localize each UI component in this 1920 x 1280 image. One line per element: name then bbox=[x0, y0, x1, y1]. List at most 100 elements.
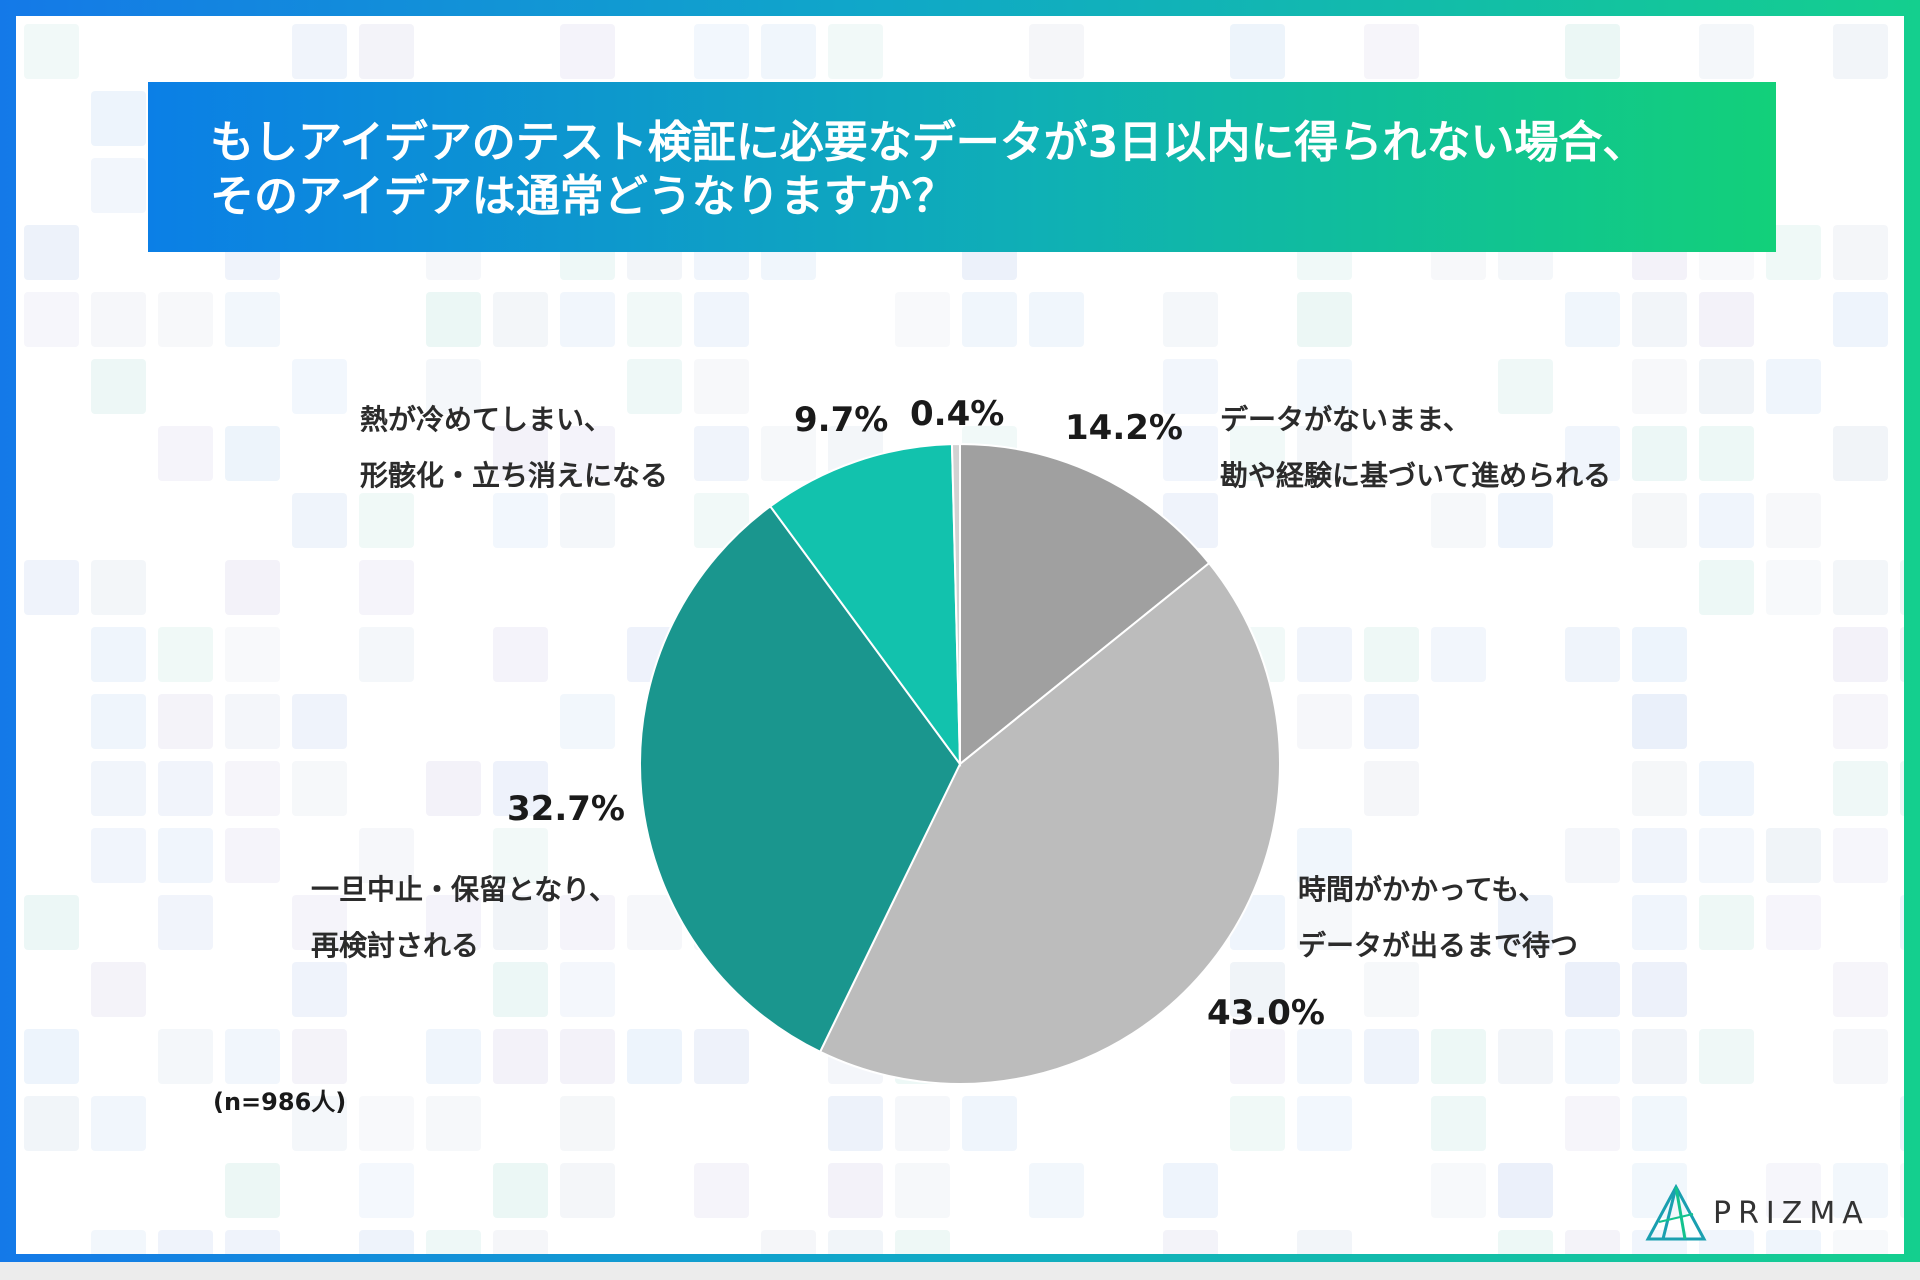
background-tile bbox=[1565, 828, 1620, 883]
background-tile bbox=[91, 359, 146, 414]
background-tile bbox=[1699, 24, 1754, 79]
background-tile bbox=[1297, 1029, 1352, 1084]
background-tile bbox=[426, 1230, 481, 1254]
background-tile bbox=[1833, 24, 1888, 79]
background-tile bbox=[1766, 1163, 1821, 1218]
background-tile bbox=[158, 895, 213, 950]
background-tile bbox=[1766, 225, 1821, 280]
background-tile bbox=[1230, 24, 1285, 79]
background-tile bbox=[1632, 962, 1687, 1017]
background-tile bbox=[493, 895, 548, 950]
background-tile bbox=[895, 292, 950, 347]
value-label-fizzle-out: 9.7% bbox=[794, 400, 889, 440]
background-tile bbox=[828, 1163, 883, 1218]
background-tile bbox=[1699, 426, 1754, 481]
background-tile bbox=[292, 1096, 347, 1151]
background-tile bbox=[1297, 895, 1352, 950]
background-tile bbox=[158, 426, 213, 481]
background-tile bbox=[1498, 359, 1553, 414]
background-tile bbox=[560, 24, 615, 79]
title-line-1: もしアイデアのテスト検証に必要なデータが3日以内に得られない場合、 bbox=[210, 117, 1647, 168]
background-tile bbox=[158, 828, 213, 883]
background-tile bbox=[1364, 694, 1419, 749]
background-tile bbox=[1766, 493, 1821, 548]
background-tile bbox=[895, 1163, 950, 1218]
background-tile bbox=[1833, 694, 1888, 749]
category-label-line: 一旦中止・保留となり、 bbox=[311, 873, 618, 906]
background-tile bbox=[225, 694, 280, 749]
category-label-line: 形骸化・立ち消えになる bbox=[360, 459, 669, 492]
background-tile bbox=[158, 761, 213, 816]
background-tile bbox=[158, 694, 213, 749]
background-tile bbox=[1900, 895, 1904, 950]
background-tile bbox=[225, 1029, 280, 1084]
background-tile bbox=[1699, 292, 1754, 347]
background-tile bbox=[1766, 828, 1821, 883]
background-tile bbox=[1297, 359, 1352, 414]
background-tile bbox=[1699, 493, 1754, 548]
background-tile bbox=[1364, 1029, 1419, 1084]
value-label-wait-for-data: 43.0% bbox=[1207, 993, 1325, 1033]
background-tile bbox=[1431, 1163, 1486, 1218]
background-tile bbox=[1699, 1029, 1754, 1084]
background-tile bbox=[24, 560, 79, 615]
background-tile bbox=[1833, 1163, 1888, 1218]
title-line-2: そのアイデアは通常どうなりますか？ bbox=[210, 171, 956, 222]
background-tile bbox=[1699, 560, 1754, 615]
background-tile bbox=[1364, 962, 1419, 1017]
background-tile bbox=[24, 1029, 79, 1084]
background-tile bbox=[91, 560, 146, 615]
background-tile bbox=[560, 694, 615, 749]
category-label-pause-review: 一旦中止・保留となり、 再検討される bbox=[311, 862, 617, 974]
background-tile bbox=[1766, 895, 1821, 950]
background-tile bbox=[158, 292, 213, 347]
background-tile bbox=[627, 1029, 682, 1084]
background-tile bbox=[426, 761, 481, 816]
background-tile bbox=[91, 828, 146, 883]
background-tile bbox=[1230, 1096, 1285, 1151]
background-tile bbox=[1632, 1096, 1687, 1151]
background-tile bbox=[560, 1163, 615, 1218]
background-tile bbox=[694, 1163, 749, 1218]
background-tile bbox=[359, 828, 414, 883]
background-tile bbox=[694, 426, 749, 481]
background-tile bbox=[560, 426, 615, 481]
background-tile bbox=[1833, 426, 1888, 481]
background-tile bbox=[1297, 694, 1352, 749]
background-tile bbox=[359, 493, 414, 548]
background-tile bbox=[493, 962, 548, 1017]
background-tile bbox=[1632, 359, 1687, 414]
background-tile bbox=[91, 962, 146, 1017]
background-tile bbox=[292, 962, 347, 1017]
background-tile bbox=[1565, 962, 1620, 1017]
background-tile bbox=[1163, 1163, 1218, 1218]
background-tile bbox=[158, 1029, 213, 1084]
background-tile bbox=[426, 292, 481, 347]
background-tile bbox=[1364, 24, 1419, 79]
background-tile bbox=[493, 1029, 548, 1084]
category-label-line: データがないまま、 bbox=[1220, 403, 1471, 436]
background-tile bbox=[1900, 761, 1904, 816]
background-tile bbox=[1565, 292, 1620, 347]
background-tile bbox=[426, 359, 481, 414]
background-tile bbox=[359, 627, 414, 682]
category-label-fizzle-out: 熱が冷めてしまい、 形骸化・立ち消えになる bbox=[360, 392, 668, 504]
background-tile bbox=[627, 895, 682, 950]
background-tile bbox=[1029, 1163, 1084, 1218]
background-tile bbox=[1632, 828, 1687, 883]
background-tile bbox=[1364, 761, 1419, 816]
background-tile bbox=[1833, 1029, 1888, 1084]
background-tile bbox=[828, 1096, 883, 1151]
background-tile bbox=[359, 24, 414, 79]
background-tile bbox=[493, 1163, 548, 1218]
background-tile bbox=[359, 560, 414, 615]
background-tile bbox=[426, 1096, 481, 1151]
background-tile bbox=[1297, 828, 1352, 883]
background-tile bbox=[1163, 292, 1218, 347]
background-tile bbox=[1498, 1230, 1553, 1254]
background-tile bbox=[1297, 1096, 1352, 1151]
background-tile bbox=[292, 24, 347, 79]
category-label-line: 時間がかかっても、 bbox=[1298, 873, 1547, 906]
background-tile bbox=[1029, 292, 1084, 347]
